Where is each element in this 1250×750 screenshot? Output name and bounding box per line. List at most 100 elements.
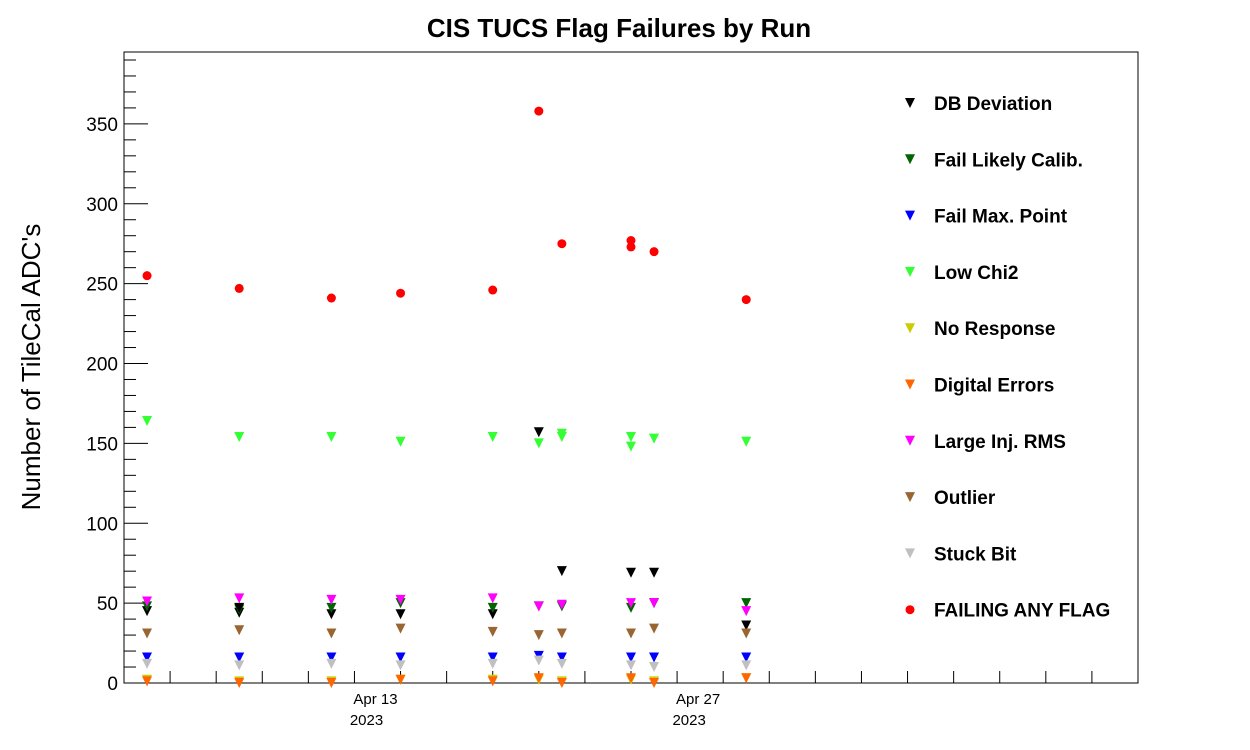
point-failing-any-flag bbox=[649, 247, 659, 257]
legend-label: No Response bbox=[934, 319, 1055, 340]
legend-item: Digital Errors bbox=[905, 376, 1054, 397]
point-fail-max-point bbox=[142, 652, 153, 663]
legend-item: Outlier bbox=[905, 488, 996, 509]
point-db-deviation bbox=[649, 567, 660, 578]
point-large-inj-rms bbox=[533, 601, 544, 612]
point-digital-errors bbox=[649, 678, 660, 688]
point-low-chi2 bbox=[326, 431, 337, 442]
legend-marker bbox=[905, 379, 915, 390]
point-db-deviation bbox=[626, 567, 636, 578]
legend-label: Fail Max. Point bbox=[934, 207, 1068, 228]
y-tick-label: 250 bbox=[86, 275, 118, 296]
point-low-chi2 bbox=[626, 441, 636, 452]
point-digital-errors bbox=[487, 676, 498, 687]
legend-marker bbox=[905, 323, 915, 334]
point-outlier bbox=[142, 628, 153, 639]
point-fail-max-point bbox=[326, 652, 337, 663]
point-failing-any-flag bbox=[488, 285, 498, 295]
point-large-inj-rms bbox=[142, 596, 153, 607]
legend-item: No Response bbox=[905, 319, 1055, 340]
legend-marker bbox=[905, 266, 915, 277]
y-tick-label: 300 bbox=[86, 195, 118, 216]
point-failing-any-flag bbox=[534, 106, 544, 116]
x-tick-label: Apr 27 bbox=[676, 691, 720, 708]
point-outlier bbox=[533, 630, 544, 641]
x-tick-label: Apr 13 bbox=[353, 691, 397, 708]
point-fail-max-point bbox=[234, 652, 245, 663]
point-digital-errors bbox=[234, 678, 245, 688]
legend-marker bbox=[905, 435, 915, 446]
x-tick-sublabel: 2023 bbox=[672, 712, 705, 729]
point-failing-any-flag bbox=[234, 283, 244, 293]
point-large-inj-rms bbox=[649, 598, 660, 609]
point-db-deviation bbox=[234, 602, 245, 613]
point-stuck-bit bbox=[649, 662, 660, 673]
point-digital-errors bbox=[556, 678, 567, 688]
legend-item: Fail Max. Point bbox=[905, 207, 1068, 228]
point-db-deviation bbox=[395, 609, 406, 620]
point-large-inj-rms bbox=[556, 599, 567, 610]
point-outlier bbox=[487, 626, 498, 637]
legend-marker bbox=[905, 492, 915, 503]
legend-label: Low Chi2 bbox=[934, 263, 1018, 284]
point-failing-any-flag bbox=[396, 288, 406, 298]
point-outlier bbox=[326, 628, 337, 639]
point-failing-any-flag bbox=[142, 271, 152, 281]
legend-label: Outlier bbox=[934, 488, 996, 509]
point-digital-errors bbox=[326, 678, 337, 688]
point-db-deviation bbox=[326, 609, 337, 620]
point-fail-likely-calib bbox=[326, 602, 337, 613]
legend-marker bbox=[905, 210, 915, 221]
point-stuck-bit bbox=[234, 660, 245, 671]
data-points bbox=[142, 106, 752, 688]
point-fail-max-point bbox=[556, 652, 567, 663]
point-large-inj-rms bbox=[487, 593, 498, 604]
point-stuck-bit bbox=[533, 655, 544, 666]
legend-item: Fail Likely Calib. bbox=[905, 150, 1083, 171]
point-large-inj-rms bbox=[326, 594, 337, 605]
x-tick-sublabel: 2023 bbox=[350, 712, 383, 729]
point-stuck-bit bbox=[626, 660, 636, 671]
point-fail-max-point bbox=[626, 652, 636, 663]
y-tick-label: 100 bbox=[86, 514, 118, 535]
point-digital-errors bbox=[626, 673, 636, 684]
point-failing-any-flag bbox=[557, 239, 567, 249]
point-low-chi2 bbox=[533, 438, 544, 449]
y-tick-label: 350 bbox=[86, 115, 118, 136]
y-tick-label: 50 bbox=[97, 594, 118, 615]
point-stuck-bit bbox=[142, 658, 153, 669]
point-large-inj-rms bbox=[741, 606, 752, 617]
legend-item: Low Chi2 bbox=[905, 263, 1018, 284]
point-fail-max-point bbox=[741, 652, 752, 663]
legend-marker bbox=[905, 548, 915, 559]
legend-item: DB Deviation bbox=[905, 94, 1052, 115]
legend-item: FAILING ANY FLAG bbox=[905, 601, 1110, 622]
point-stuck-bit bbox=[395, 660, 406, 671]
point-large-inj-rms bbox=[234, 593, 245, 604]
point-failing-any-flag bbox=[626, 242, 636, 252]
legend-marker bbox=[905, 154, 915, 165]
point-stuck-bit bbox=[326, 658, 337, 669]
legend-item: Large Inj. RMS bbox=[905, 432, 1066, 453]
y-tick-label: 150 bbox=[86, 434, 118, 455]
point-outlier bbox=[741, 628, 752, 639]
legend-label: FAILING ANY FLAG bbox=[934, 601, 1110, 622]
point-outlier bbox=[649, 623, 660, 634]
legend-label: Large Inj. RMS bbox=[934, 432, 1066, 453]
point-db-deviation bbox=[533, 427, 544, 438]
y-axis-label: Number of TileCal ADC's bbox=[16, 224, 46, 511]
y-tick-label: 200 bbox=[86, 355, 118, 376]
x-axis: Apr 13 2023 Apr 27 2023 bbox=[123, 671, 1139, 729]
point-low-chi2 bbox=[556, 431, 567, 442]
point-fail-likely-calib bbox=[487, 602, 498, 613]
point-fail-likely-calib bbox=[741, 598, 752, 609]
y-tick-label: 0 bbox=[107, 674, 118, 695]
point-failing-any-flag bbox=[326, 293, 336, 303]
point-fail-max-point bbox=[395, 652, 406, 663]
point-outlier bbox=[234, 625, 245, 636]
legend-label: DB Deviation bbox=[934, 94, 1052, 115]
point-stuck-bit bbox=[556, 658, 567, 669]
point-db-deviation bbox=[556, 566, 567, 577]
chart-title: CIS TUCS Flag Failures by Run bbox=[427, 13, 811, 43]
